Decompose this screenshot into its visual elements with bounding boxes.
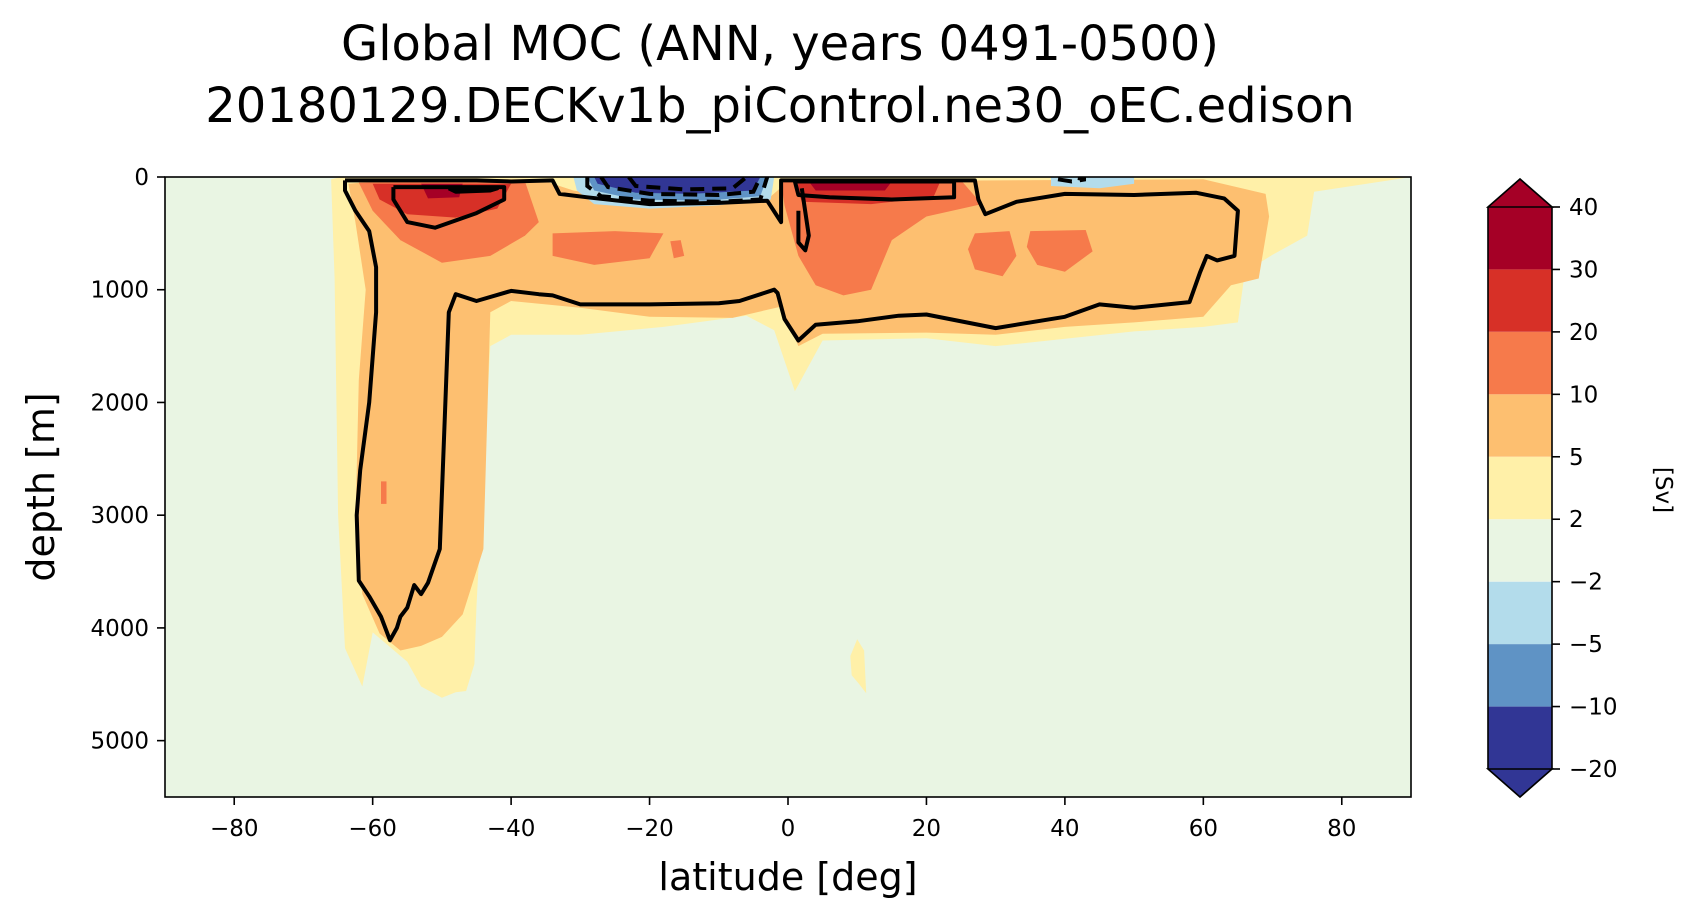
colorbar-tick-label: 20 (1569, 320, 1598, 346)
colorbar: −20 −10 −5 −2 2 5 10 20 30 40 (1485, 177, 1618, 799)
chart-title: Global MOC (ANN, years 0491-0500) (341, 16, 1219, 72)
colorbar-segment (1488, 706, 1552, 769)
contour-minus5-mid (599, 177, 763, 198)
region-10-20-north (781, 180, 982, 296)
x-tick-label: −80 (210, 816, 259, 842)
contour-plus5-inner-north (792, 179, 957, 202)
colorbar-tick-label: −20 (1569, 757, 1618, 783)
contour-minus5-outer (585, 177, 770, 204)
colorbar-tick-label: −5 (1569, 632, 1603, 658)
contour-minus5-inner (627, 177, 748, 192)
colorbar-segment (1488, 331, 1552, 395)
y-axis-label: depth [m] (19, 392, 63, 581)
x-tick-label: 80 (1327, 816, 1356, 842)
y-tick-label: 0 (134, 165, 149, 191)
colorbar-extend-high (1485, 177, 1555, 208)
y-axis: 0 1000 2000 3000 4000 5000 (90, 165, 165, 755)
colorbar-segment (1488, 394, 1552, 457)
region-10-20-mid (552, 231, 664, 265)
region-5-10-south (348, 179, 1270, 651)
x-tick-label: 60 (1189, 816, 1218, 842)
x-tick-label: −20 (625, 816, 674, 842)
colorbar-tick-label: 40 (1569, 195, 1598, 221)
y-tick-label: 4000 (90, 616, 149, 642)
region-10-20-spot (670, 240, 685, 259)
contour-plus5-inner-south-top (447, 186, 500, 194)
colorbar-tick-label: 30 (1569, 257, 1598, 283)
region-2-5-small (850, 639, 867, 694)
x-tick-label: 20 (912, 816, 941, 842)
colorbar-tick-label: 10 (1569, 382, 1598, 408)
region-10-20-ne2 (1026, 230, 1093, 272)
colorbar-tick-label: −10 (1569, 695, 1618, 721)
colorbar-segment (1488, 581, 1552, 645)
contour-plus5-south (343, 178, 1240, 643)
contour-minus5-north (1057, 177, 1087, 184)
colorbar-segment (1488, 269, 1552, 332)
colorbar-extend-low (1485, 768, 1555, 799)
region-30-40-north (808, 181, 892, 191)
colorbar-tick-label: −2 (1569, 570, 1603, 596)
x-tick-label: 0 (781, 816, 796, 842)
colorbar-segment (1488, 456, 1552, 520)
x-tick-label: −40 (487, 816, 536, 842)
region-10-20-ne1 (968, 231, 1017, 277)
colorbar-segment (1488, 519, 1552, 582)
colorbar-outline (1487, 207, 1553, 769)
contour-plus5-inner-south (391, 185, 507, 230)
plot-area (164, 176, 1412, 798)
region-10-20-deep (381, 481, 387, 504)
colorbar-tick-label: 2 (1569, 507, 1584, 533)
contour-fills (165, 177, 1411, 797)
colorbar-segment (1488, 644, 1552, 707)
x-tick-label: −60 (348, 816, 397, 842)
y-tick-label: 5000 (90, 729, 149, 755)
colorbar-label: [Sv] (1650, 467, 1676, 513)
contour-lines (343, 177, 1240, 643)
x-axis-label: latitude [deg] (658, 855, 917, 899)
y-tick-label: 3000 (90, 503, 149, 529)
y-tick-label: 2000 (90, 390, 149, 416)
x-axis: −80 −60 −40 −20 0 20 40 60 80 (210, 797, 1356, 842)
chart-subtitle: 20180129.DECKv1b_piControl.ne30_oEC.edis… (205, 78, 1354, 134)
contour-plus5-tick (796, 188, 811, 253)
colorbar-segment (1488, 207, 1552, 270)
y-tick-label: 1000 (90, 278, 149, 304)
colorbar-tick-label: 5 (1569, 445, 1584, 471)
x-tick-label: 40 (1050, 816, 1079, 842)
